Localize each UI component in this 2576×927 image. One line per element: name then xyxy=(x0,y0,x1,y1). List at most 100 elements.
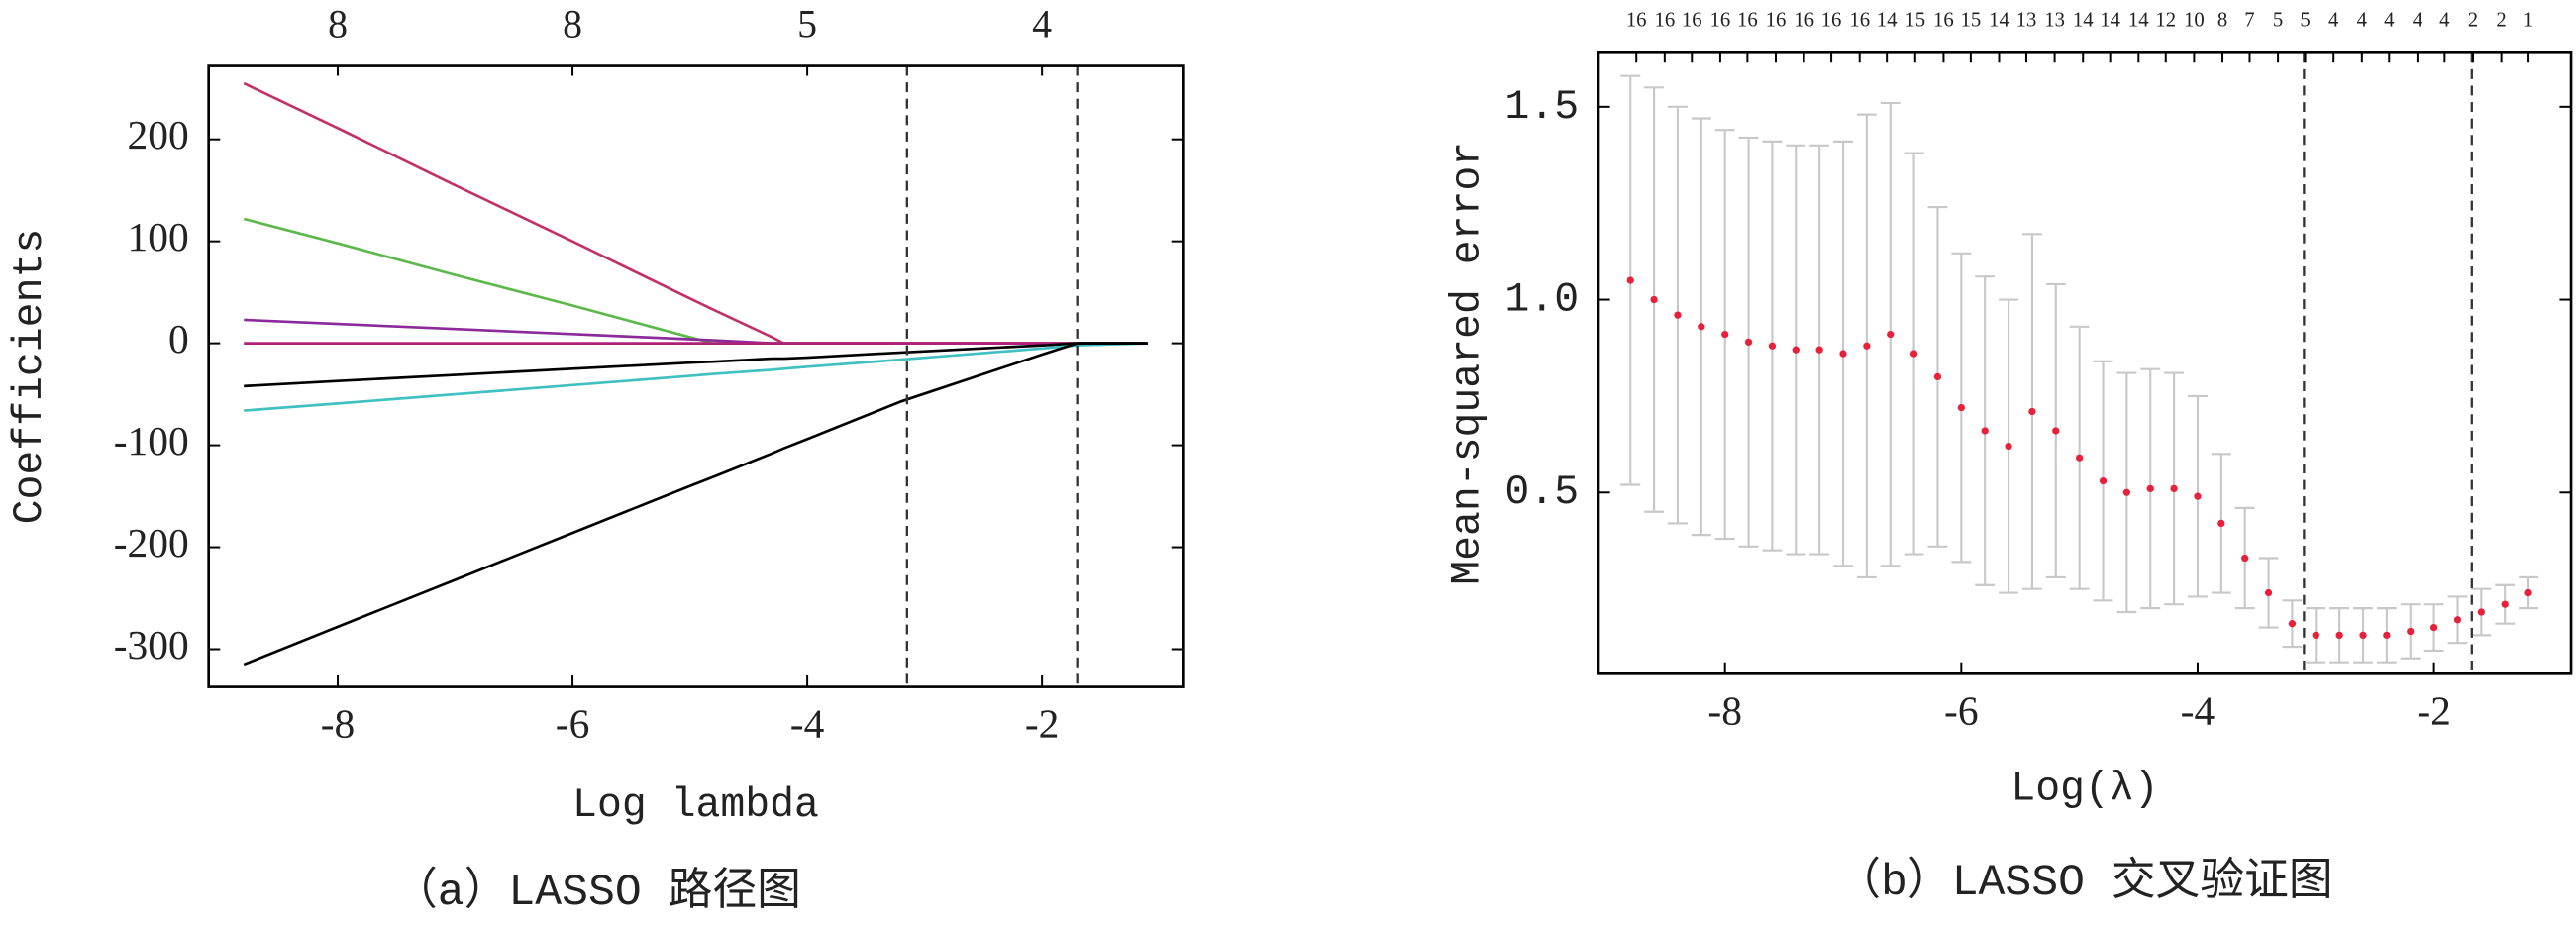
top-tick-label: 4 xyxy=(2328,10,2339,32)
mean-point xyxy=(2501,600,2509,608)
top-tick-label: 7 xyxy=(2244,10,2254,32)
top-tick-label: 16 xyxy=(1710,10,1731,32)
y-tick-label: 0.5 xyxy=(1504,469,1579,516)
x-axis-label: Log(λ) xyxy=(2010,766,2158,812)
mean-point xyxy=(1933,372,1942,381)
plot-frame xyxy=(1597,51,2573,675)
y-tick-label: -300 xyxy=(114,622,189,668)
top-tick-label: 16 xyxy=(1933,10,1954,32)
top-tick-label: 4 xyxy=(2413,10,2423,32)
coef-path xyxy=(244,342,1148,388)
top-tick-label: 16 xyxy=(1766,10,1787,32)
mean-point xyxy=(2075,454,2084,462)
mean-point xyxy=(1957,403,1965,412)
y-tick-label: 200 xyxy=(128,112,189,157)
top-tick-label: 4 xyxy=(2384,10,2395,32)
y-axis-label: Coefficients xyxy=(7,229,53,525)
top-tick-label: 16 xyxy=(1737,10,1758,32)
top-tick-label: 16 xyxy=(1821,10,1842,32)
top-tick-label: 5 xyxy=(797,3,817,47)
mean-point xyxy=(2217,519,2225,528)
mean-point xyxy=(1815,346,1823,354)
x-tick-label: -4 xyxy=(2181,687,2215,733)
mean-point xyxy=(1721,330,1729,339)
mean-point xyxy=(1792,346,1800,354)
y-tick-label: 1.0 xyxy=(1504,277,1579,324)
mean-point xyxy=(2099,476,2108,485)
top-tick-label: 15 xyxy=(1905,10,1925,32)
mean-point xyxy=(2146,484,2154,493)
mean-point xyxy=(2335,631,2343,640)
top-tick-label: 14 xyxy=(2100,10,2120,32)
mean-point xyxy=(2383,631,2391,640)
y-tick-label: 0 xyxy=(168,316,189,361)
mean-point xyxy=(1839,350,1847,358)
mean-point xyxy=(2407,627,2415,636)
coef-path xyxy=(244,318,1148,345)
mean-point xyxy=(2170,484,2178,493)
mean-point xyxy=(1887,330,1895,339)
x-tick-label: -8 xyxy=(321,701,356,747)
top-tick-label: 5 xyxy=(2273,10,2283,32)
mean-point xyxy=(2122,488,2131,496)
top-tick-label: 13 xyxy=(2044,10,2065,32)
y-tick-label: -100 xyxy=(114,418,189,464)
top-tick-label: 16 xyxy=(1654,10,1675,32)
y-tick-label: 100 xyxy=(128,214,189,259)
mean-point xyxy=(2005,442,2012,451)
top-tick-label: 13 xyxy=(2016,10,2037,32)
x-tick-label: -2 xyxy=(1025,701,1060,747)
top-tick-label: 14 xyxy=(2128,10,2149,32)
top-tick-label: 1 xyxy=(2524,10,2533,32)
mean-point xyxy=(2477,608,2485,616)
top-tick-label: 16 xyxy=(1849,10,1870,32)
mean-point xyxy=(2241,554,2249,563)
mean-point xyxy=(1768,342,1777,350)
mean-point xyxy=(1650,295,1658,304)
mean-point xyxy=(1626,276,1634,284)
x-tick-label: -2 xyxy=(2417,687,2451,733)
mean-point xyxy=(1674,311,1682,319)
mean-point xyxy=(2052,427,2060,435)
top-tick-label: 2 xyxy=(2496,10,2506,32)
top-tick-label: 16 xyxy=(1794,10,1814,32)
coef-path xyxy=(243,342,1148,667)
caption: （a）LASSO 路径图 xyxy=(393,867,801,918)
top-tick-label: 10 xyxy=(2184,10,2205,32)
mean-point xyxy=(2194,492,2202,500)
mean-point xyxy=(1909,350,1918,358)
coef-path xyxy=(243,81,1148,345)
mean-point xyxy=(2028,407,2036,416)
x-tick-label: -6 xyxy=(556,701,590,747)
mean-point xyxy=(2359,631,2367,640)
top-tick-label: 8 xyxy=(563,3,582,47)
top-tick-label: 8 xyxy=(328,3,348,47)
y-tick-label: 1.5 xyxy=(1504,84,1579,131)
top-tick-label: 4 xyxy=(2357,10,2368,32)
top-tick-label: 14 xyxy=(1877,10,1898,32)
x-tick-label: -6 xyxy=(1944,687,1979,733)
mean-point xyxy=(2312,631,2319,640)
y-tick-label: -200 xyxy=(114,520,189,566)
mean-point xyxy=(1744,338,1753,347)
top-tick-label: 15 xyxy=(1961,10,1982,32)
mean-point xyxy=(1863,342,1871,350)
top-tick-label: 2 xyxy=(2468,10,2478,32)
top-tick-label: 16 xyxy=(1626,10,1647,32)
mean-point xyxy=(2264,588,2273,597)
top-tick-label: 14 xyxy=(1989,10,2009,32)
mean-point xyxy=(2524,588,2532,597)
y-axis-label: Mean-squared error xyxy=(1444,142,1491,585)
top-tick-label: 4 xyxy=(1032,3,1052,47)
x-axis-label: Log lambda xyxy=(572,782,819,829)
top-tick-label: 12 xyxy=(2155,10,2176,32)
mean-point xyxy=(2429,623,2438,632)
mean-point xyxy=(1981,427,1989,435)
top-tick-label: 8 xyxy=(2217,10,2227,32)
top-tick-label: 5 xyxy=(2300,10,2310,32)
x-tick-label: -8 xyxy=(1707,687,1742,733)
x-tick-label: -4 xyxy=(790,701,825,747)
coef-path xyxy=(244,342,1148,412)
mean-point xyxy=(1698,323,1705,331)
